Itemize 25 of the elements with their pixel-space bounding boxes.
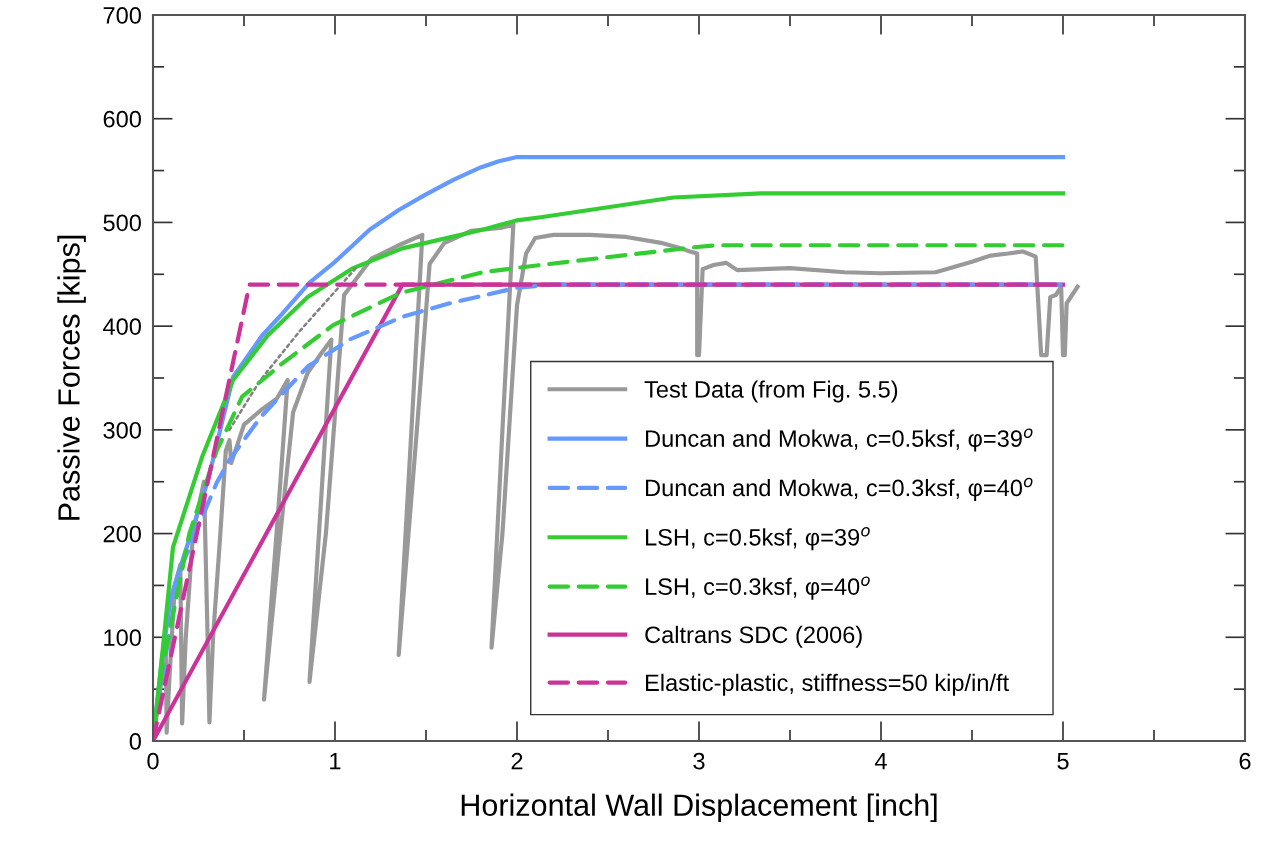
y-tick-label: 600 (103, 110, 141, 128)
x-tick-label: 0 (147, 752, 159, 770)
x-axis-title: Horizontal Wall Displacement [inch] (461, 793, 937, 823)
y-tick-label: 500 (103, 214, 141, 232)
y-tick-label: 700 (103, 7, 141, 24)
legend-label: LSH, c=0.5ksf, φ=39$^{o}$ (646, 527, 870, 551)
legend-label: Elastic-plastic, stiffness=50 kip/in/ft (646, 673, 1009, 696)
y-tick-label: 100 (104, 629, 141, 647)
legend-label: Test Data (from Fig. 5.5) (644, 380, 898, 403)
y-tick-label: 200 (103, 525, 141, 543)
legend-label: LSH, c=0.3ksf, φ=40$^{o}$ (646, 576, 870, 600)
legend-label: Duncan and Mokwa, c=0.5ksf, φ=39$^{o}$ (646, 428, 1033, 452)
x-tick-label: 5 (1057, 752, 1069, 770)
line-series (228, 265, 359, 432)
legend-label: Caltrans SDC (2006) (645, 625, 862, 648)
legend-label: Duncan and Mokwa, c=0.3ksf, φ=40$^{o}$ (646, 477, 1033, 501)
y-tick-label: 400 (103, 318, 141, 335)
x-tick-label: 3 (693, 752, 705, 770)
x-tick-label: 6 (1239, 752, 1251, 770)
y-tick-label: 0 (129, 733, 141, 750)
x-tick-label: 4 (874, 752, 887, 770)
y-axis-title: Passive Forces [kips] (57, 235, 86, 520)
x-tick-label: 2 (511, 752, 523, 770)
y-tick-label: 300 (103, 421, 141, 439)
x-tick-label: 1 (330, 752, 341, 770)
